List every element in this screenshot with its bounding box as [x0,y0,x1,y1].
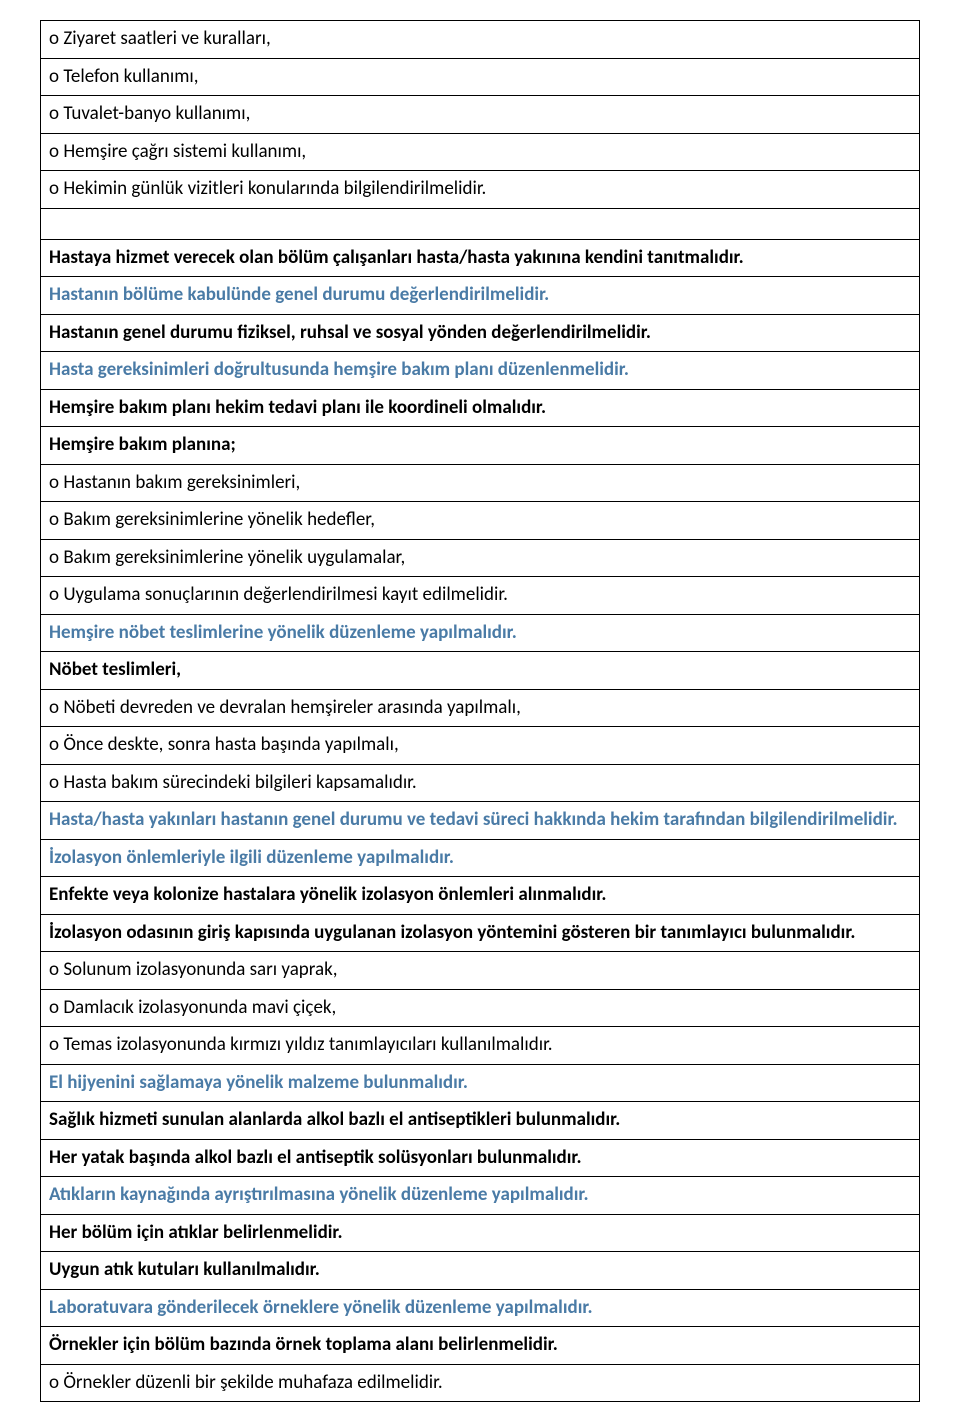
table-cell: Hastaya hizmet verecek olan bölüm çalışa… [41,239,920,277]
table-row: Hasta gereksinimleri doğrultusunda hemşi… [41,352,920,390]
table-row: Enfekte veya kolonize hastalara yönelik … [41,877,920,915]
table-row: o Bakım gereksinimlerine yönelik uygulam… [41,539,920,577]
table-cell: Hasta gereksinimleri doğrultusunda hemşi… [41,352,920,390]
table-cell: Hastanın genel durumu fiziksel, ruhsal v… [41,314,920,352]
table-cell [41,208,920,239]
table-row: o Ziyaret saatleri ve kuralları, [41,21,920,59]
table-row: Laboratuvara gönderilecek örneklere yöne… [41,1289,920,1327]
table-cell: Uygun atık kutuları kullanılmalıdır. [41,1252,920,1290]
table-cell: Her bölüm için atıklar belirlenmelidir. [41,1214,920,1252]
table-cell: Laboratuvara gönderilecek örneklere yöne… [41,1289,920,1327]
table-row: İzolasyon önlemleriyle ilgili düzenleme … [41,839,920,877]
table-row: Hemşire bakım planı hekim tedavi planı i… [41,389,920,427]
table-cell: Atıkların kaynağında ayrıştırılmasına yö… [41,1177,920,1215]
table-row: Hemşire bakım planına; [41,427,920,465]
table-row: o Damlacık izolasyonunda mavi çiçek, [41,989,920,1027]
table-cell: o Hastanın bakım gereksinimleri, [41,464,920,502]
table-cell: o Örnekler düzenli bir şekilde muhafaza … [41,1364,920,1402]
table-cell: Örnekler için bölüm bazında örnek toplam… [41,1327,920,1365]
table-row: o Hemşire çağrı sistemi kullanımı, [41,133,920,171]
table-row: o Nöbeti devreden ve devralan hemşireler… [41,689,920,727]
table-row: Örnekler için bölüm bazında örnek toplam… [41,1327,920,1365]
table-row: o Solunum izolasyonunda sarı yaprak, [41,952,920,990]
table-cell: Enfekte veya kolonize hastalara yönelik … [41,877,920,915]
table-cell: o Uygulama sonuçlarının değerlendirilmes… [41,577,920,615]
table-row: o Örnekler düzenli bir şekilde muhafaza … [41,1364,920,1402]
table-cell: o Hasta bakım sürecindeki bilgileri kaps… [41,764,920,802]
table-row: İzolasyon odasının giriş kapısında uygul… [41,914,920,952]
table-cell: Hemşire bakım planı hekim tedavi planı i… [41,389,920,427]
table-cell: o Önce deskte, sonra hasta başında yapıl… [41,727,920,765]
table-cell: o Damlacık izolasyonunda mavi çiçek, [41,989,920,1027]
table-cell: Sağlık hizmeti sunulan alanlarda alkol b… [41,1102,920,1140]
table-cell: Hemşire nöbet teslimlerine yönelik düzen… [41,614,920,652]
table-row: o Hekimin günlük vizitleri konularında b… [41,171,920,209]
table-row: o Telefon kullanımı, [41,58,920,96]
table-row: o Hasta bakım sürecindeki bilgileri kaps… [41,764,920,802]
table-row: Nöbet teslimleri, [41,652,920,690]
table-row: o Uygulama sonuçlarının değerlendirilmes… [41,577,920,615]
table-cell: o Solunum izolasyonunda sarı yaprak, [41,952,920,990]
table-row: Uygun atık kutuları kullanılmalıdır. [41,1252,920,1290]
table-cell: o Telefon kullanımı, [41,58,920,96]
table-row: o Tuvalet-banyo kullanımı, [41,96,920,134]
table-row: Hastanın genel durumu fiziksel, ruhsal v… [41,314,920,352]
table-row: o Önce deskte, sonra hasta başında yapıl… [41,727,920,765]
table-cell: Nöbet teslimleri, [41,652,920,690]
table-row: o Hastanın bakım gereksinimleri, [41,464,920,502]
table-cell: Hastanın bölüme kabulünde genel durumu d… [41,277,920,315]
table-cell: İzolasyon önlemleriyle ilgili düzenleme … [41,839,920,877]
table-cell: o Hemşire çağrı sistemi kullanımı, [41,133,920,171]
table-cell: İzolasyon odasının giriş kapısında uygul… [41,914,920,952]
table-row: El hijyenini sağlamaya yönelik malzeme b… [41,1064,920,1102]
table-row: Her bölüm için atıklar belirlenmelidir. [41,1214,920,1252]
document-table: o Ziyaret saatleri ve kuralları,o Telefo… [40,20,920,1402]
table-cell: o Hekimin günlük vizitleri konularında b… [41,171,920,209]
table-row: Hemşire nöbet teslimlerine yönelik düzen… [41,614,920,652]
table-row: Hastaya hizmet verecek olan bölüm çalışa… [41,239,920,277]
table-row: Atıkların kaynağında ayrıştırılmasına yö… [41,1177,920,1215]
table-row: o Bakım gereksinimlerine yönelik hedefle… [41,502,920,540]
table-row: Sağlık hizmeti sunulan alanlarda alkol b… [41,1102,920,1140]
table-cell: o Temas izolasyonunda kırmızı yıldız tan… [41,1027,920,1065]
table-cell: Her yatak başında alkol bazlı el antisep… [41,1139,920,1177]
table-cell: o Bakım gereksinimlerine yönelik uygulam… [41,539,920,577]
table-row: Hastanın bölüme kabulünde genel durumu d… [41,277,920,315]
table-cell: o Ziyaret saatleri ve kuralları, [41,21,920,59]
table-cell: o Nöbeti devreden ve devralan hemşireler… [41,689,920,727]
table-cell: El hijyenini sağlamaya yönelik malzeme b… [41,1064,920,1102]
table-cell: o Tuvalet-banyo kullanımı, [41,96,920,134]
table-cell: Hasta/hasta yakınları hastanın genel dur… [41,802,920,840]
table-row: Hasta/hasta yakınları hastanın genel dur… [41,802,920,840]
table-row [41,208,920,239]
table-cell: o Bakım gereksinimlerine yönelik hedefle… [41,502,920,540]
table-row: Her yatak başında alkol bazlı el antisep… [41,1139,920,1177]
table-cell: Hemşire bakım planına; [41,427,920,465]
table-row: o Temas izolasyonunda kırmızı yıldız tan… [41,1027,920,1065]
